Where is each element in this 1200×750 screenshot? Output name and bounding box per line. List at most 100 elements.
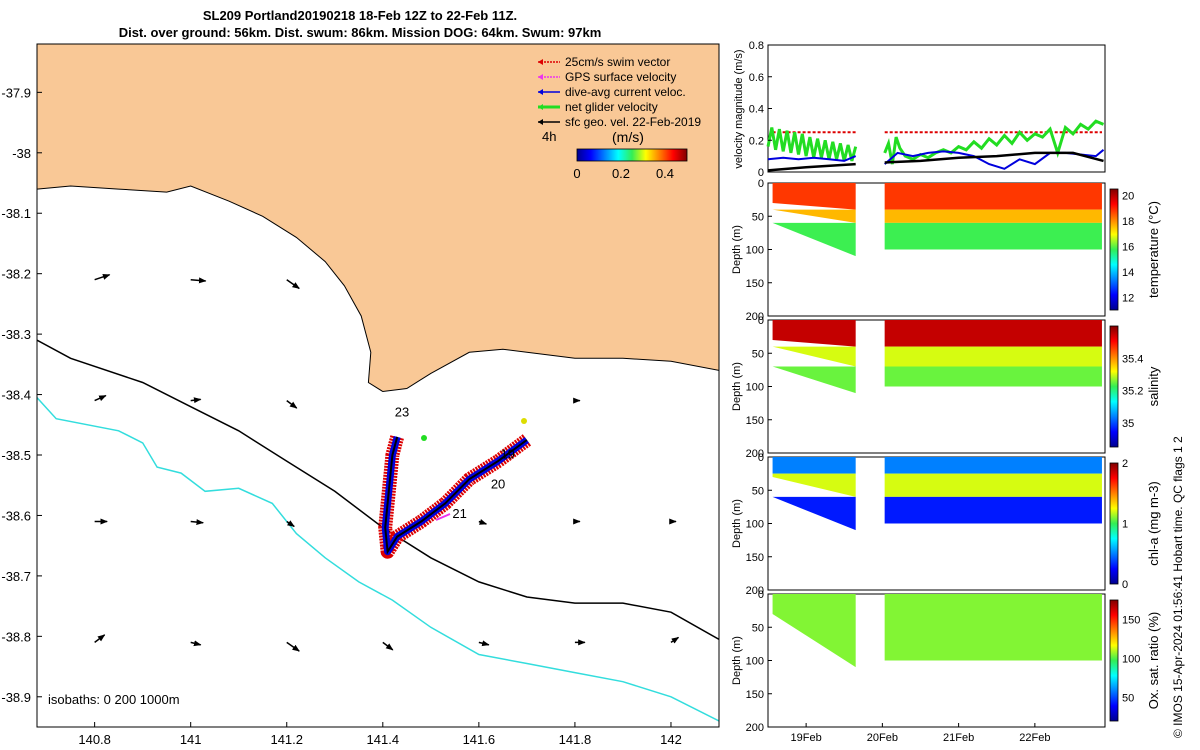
velocity-y-tick-label: 0.6 [749, 72, 764, 84]
section-panel: 0 50 100 150 200 Depth (m) 12 14 16 18 20 temperatu… [731, 178, 1161, 323]
colorbar-tick-label: 0.4 [656, 166, 674, 181]
depth-tick-label: 100 [746, 245, 764, 257]
section-data-band [772, 320, 856, 347]
geo-velocity-arrow [190, 519, 204, 526]
depth-tick-label: 150 [746, 689, 764, 701]
depth-tick-label: 200 [746, 311, 764, 323]
colorbar-label: chl-a (mg m-3) [1146, 481, 1161, 566]
colorbar-tick-label: 20 [1122, 190, 1134, 202]
section-data-band [772, 496, 856, 531]
colorbar-label: temperature (°C) [1146, 201, 1161, 298]
section-data-band [884, 496, 1102, 524]
section-colorbar [1109, 462, 1119, 585]
colorbar-tick-label: 0.2 [612, 166, 630, 181]
section-data-band [884, 366, 1102, 387]
depth-tick-label: 200 [746, 448, 764, 460]
depth-tick-label: 50 [752, 485, 764, 497]
depth-axis-label: Depth (m) [731, 362, 743, 411]
geo-velocity-arrow [286, 279, 300, 290]
depth-tick-label: 150 [746, 552, 764, 564]
day-label: 19 [500, 447, 514, 462]
time-tick-label: 21Feb [943, 732, 974, 744]
net-velocity-marker [421, 435, 427, 441]
section-data-band [884, 457, 1102, 474]
geo-velocity-arrow [286, 520, 295, 528]
colorbar-tick-label: 2 [1122, 458, 1128, 470]
legend-label: 25cm/s swim vector [565, 55, 670, 69]
velocity-y-tick-label: 0.4 [749, 104, 764, 116]
map-x-ticks: 140.8 141 141.2 141.4 141.6 141.8 142 [78, 722, 682, 747]
colorbar-tick-label: 35.2 [1122, 386, 1143, 398]
depth-tick-label: 100 [746, 382, 764, 394]
isobath-legend-label: isobaths: 0 200 1000m [48, 692, 180, 707]
geo-velocity-arrows [94, 274, 680, 652]
section-data-band [772, 457, 856, 474]
colorbar-tick-label: 35.4 [1122, 353, 1143, 365]
colorbar-unit-label: (m/s) [612, 129, 644, 145]
map-x-tick-label: 140.8 [78, 732, 111, 747]
legend-arrowhead [538, 89, 543, 95]
geo-velocity-arrow [94, 274, 111, 281]
colorbar-tick-label: 0 [1122, 579, 1128, 591]
map-y-tick-label: -38.8 [1, 629, 31, 644]
section-data-band [772, 209, 856, 223]
section-data-band [884, 473, 1102, 497]
legend-label: net glider velocity [565, 100, 658, 114]
section-data-band [772, 473, 856, 497]
section-data-band [884, 183, 1102, 210]
colorbar-tick-label: 0 [573, 166, 580, 181]
map-y-tick-label: -38.9 [1, 690, 31, 705]
gps-velocity-vector [435, 513, 451, 521]
section-data-band [884, 222, 1102, 250]
section-data-band [772, 366, 856, 394]
glider-track-group [378, 418, 532, 559]
credit-text: © IMOS 15-Apr-2024 01:56:41 Hobart time.… [1171, 436, 1185, 738]
map-panel: 23 19 20 21 140.8 141 141.2 141.4 141.6 141.8 142… [1, 43, 720, 747]
colorbar-label: salinity [1146, 366, 1161, 406]
velocity-y-tick-label: 0 [758, 167, 764, 179]
chart-title-line1: SL209 Portland20190218 18-Feb 12Z to 22-… [202, 8, 518, 23]
map-y-tick-label: -38.7 [1, 569, 31, 584]
map-x-tick-label: 141.2 [270, 732, 303, 747]
colorbar-tick-label: 12 [1122, 292, 1134, 304]
section-data-band [884, 320, 1102, 347]
chart-title-line2: Dist. over ground: 56km. Dist. swum: 86k… [118, 25, 602, 40]
map-frame [36, 43, 720, 728]
depth-tick-label: 100 [746, 519, 764, 531]
geo-velocity-arrow [190, 640, 202, 647]
map-y-tick-label: -38.2 [1, 267, 31, 282]
time-tick-label: 20Feb [867, 732, 898, 744]
section-data-band [884, 209, 1102, 223]
map-y-tick-label: -38.1 [1, 206, 31, 221]
geo-velocity-arrow [478, 640, 490, 647]
depth-axis-label: Depth (m) [731, 225, 743, 274]
depth-tick-label: 0 [758, 315, 764, 327]
colorbar-tick-label: 50 [1122, 693, 1134, 705]
legend-label: sfc geo. vel. 22-Feb-2019 [565, 115, 701, 129]
section-colorbar [1109, 188, 1119, 311]
section-panel: 0 50 100 150 200 Depth (m) 50 100 150 Ox. sat. ra… [731, 589, 1161, 744]
land-area [37, 44, 719, 393]
map-y-tick-label: -37.9 [1, 85, 31, 100]
day-label: 23 [395, 404, 409, 419]
section-data-band [884, 346, 1102, 367]
geo-velocity-arrow [94, 634, 106, 643]
day-label: 21 [452, 506, 466, 521]
velocity-series-line [766, 119, 1105, 165]
geo-velocity-arrow [190, 397, 202, 404]
colorbar-tick-label: 35 [1122, 418, 1134, 430]
geo-velocity-arrow [190, 277, 207, 284]
map-y-tick-label: -38.6 [1, 508, 31, 523]
geo-velocity-arrow [670, 636, 680, 644]
legend-arrowhead [538, 59, 543, 65]
velocity-y-tick-label: 0.2 [749, 135, 764, 147]
depth-tick-label: 50 [752, 622, 764, 634]
velocity-panel: 0 0.2 0.4 0.6 0.8 velocity magnitude (m/s) [733, 40, 1106, 179]
map-x-tick-label: 141.6 [463, 732, 496, 747]
depth-tick-label: 0 [758, 589, 764, 601]
velocity-y-tick-label: 0.8 [749, 40, 764, 52]
colorbar-tick-label: 18 [1122, 216, 1134, 228]
